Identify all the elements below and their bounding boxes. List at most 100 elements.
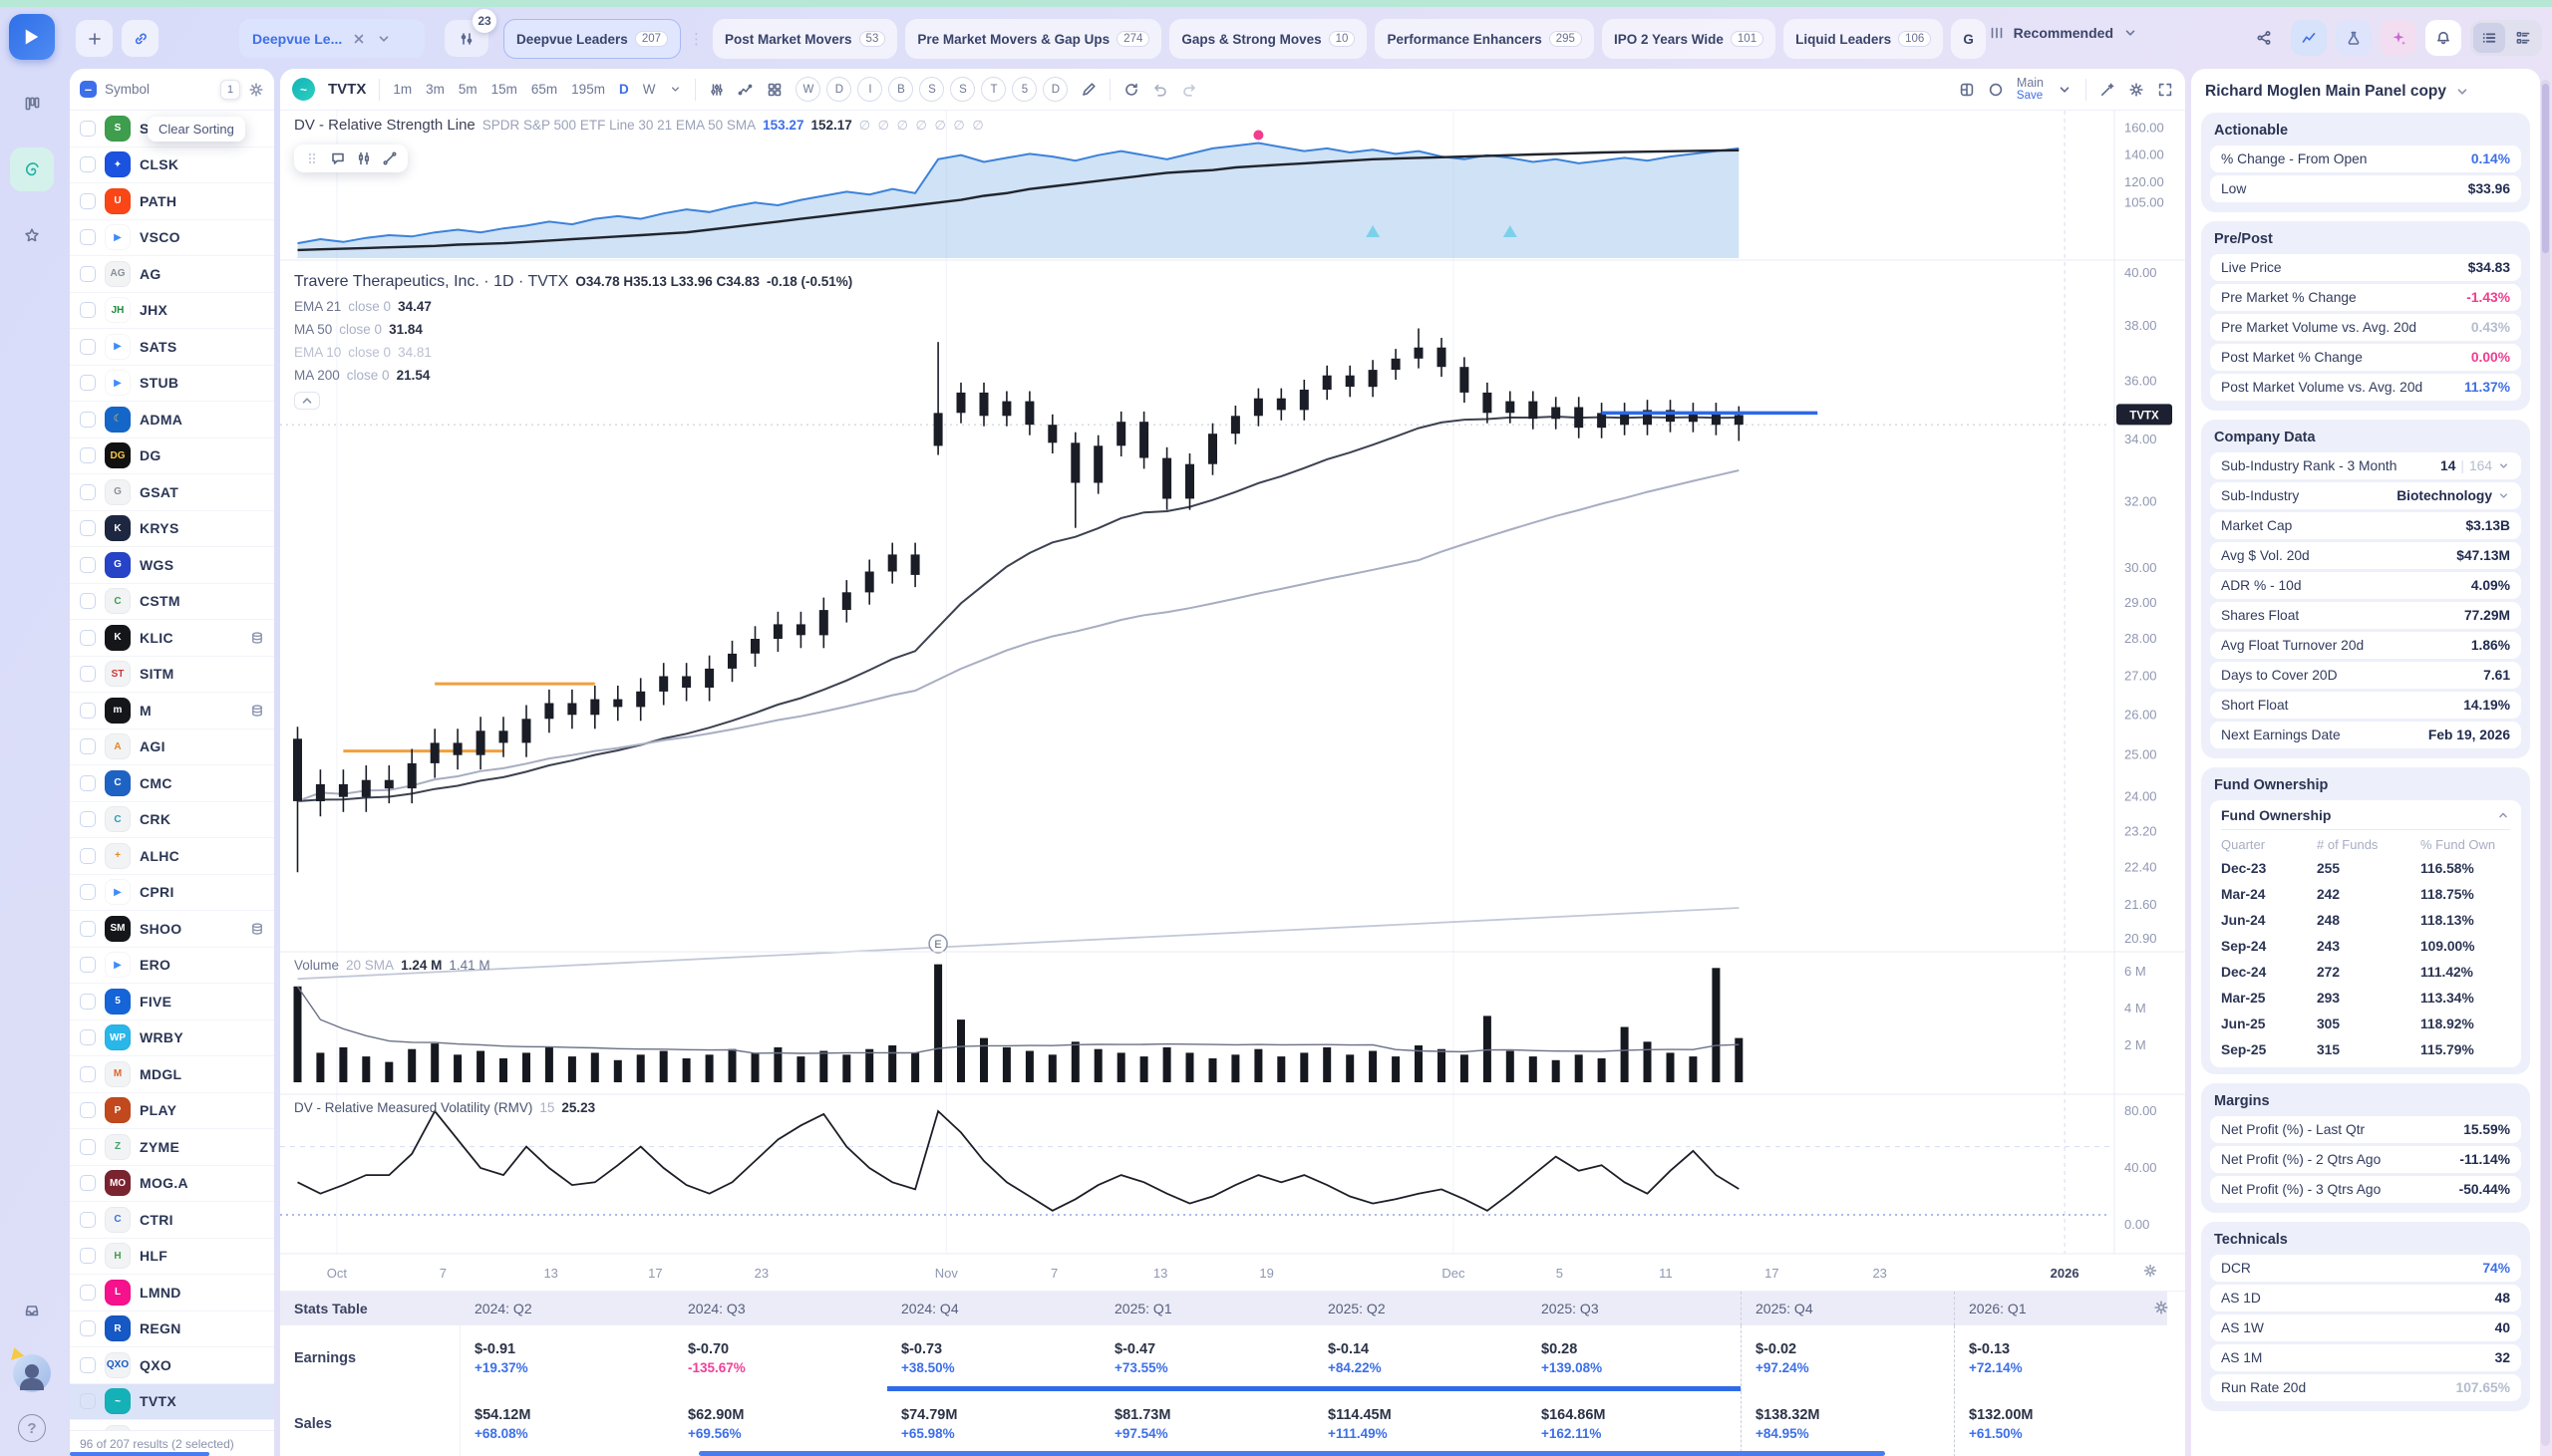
ai-button[interactable] bbox=[2381, 20, 2416, 56]
symbol-row[interactable]: AG AG bbox=[70, 256, 274, 293]
symbol-checkbox[interactable] bbox=[80, 774, 96, 791]
symbol-checkbox[interactable] bbox=[80, 302, 96, 319]
symbol-row[interactable]: H HLF bbox=[70, 1239, 274, 1275]
symbol-row[interactable]: C CTRI bbox=[70, 1202, 274, 1239]
panel-data-row[interactable]: Pre Market % Change -1.43% bbox=[2210, 284, 2521, 311]
panel-data-row[interactable]: Post Market % Change 0.00% bbox=[2210, 344, 2521, 371]
undo-icon[interactable] bbox=[1152, 82, 1168, 98]
symbol-checkbox[interactable] bbox=[80, 229, 96, 246]
workspace-tab[interactable]: Deepvue Le... bbox=[239, 19, 425, 58]
symbol-checkbox[interactable] bbox=[80, 847, 96, 864]
chevron-down-icon[interactable] bbox=[376, 31, 392, 47]
chip-drag-handle[interactable]: ⋮ bbox=[689, 31, 705, 48]
symbol-checkbox[interactable] bbox=[80, 1065, 96, 1082]
timeframe-button[interactable]: 195m bbox=[571, 82, 605, 97]
active-ticker[interactable]: TVTX bbox=[328, 81, 367, 98]
panel-data-row[interactable]: Post Market Volume vs. Avg. 20d 11.37% bbox=[2210, 374, 2521, 401]
select-all-checkbox[interactable]: – bbox=[80, 81, 97, 98]
symbol-checkbox[interactable] bbox=[80, 520, 96, 537]
stats-cell[interactable]: $-0.73 +38.50% bbox=[887, 1325, 1101, 1391]
symbol-row[interactable]: ▶ ERO bbox=[70, 948, 274, 984]
symbol-row[interactable]: ✦ CLSK bbox=[70, 147, 274, 183]
symbol-row[interactable]: JH JHX bbox=[70, 293, 274, 329]
symbol-row[interactable]: WP WRBY bbox=[70, 1020, 274, 1056]
rail-item-favorites[interactable] bbox=[10, 213, 54, 257]
panel-data-row[interactable]: Net Profit (%) - 2 Qtrs Ago -11.14% bbox=[2210, 1146, 2521, 1173]
data-panel-header[interactable]: Richard Moglen Main Panel copy bbox=[2201, 79, 2530, 113]
symbol-checkbox[interactable] bbox=[80, 1138, 96, 1155]
symbol-checkbox[interactable] bbox=[80, 1284, 96, 1301]
stats-cell[interactable]: $164.86M +162.11% bbox=[1527, 1391, 1741, 1456]
quick-button-i[interactable]: I bbox=[857, 77, 883, 102]
stats-cell[interactable]: $54.12M +68.08% bbox=[461, 1391, 674, 1456]
help-button[interactable]: ? bbox=[18, 1414, 46, 1442]
symbol-checkbox[interactable] bbox=[80, 265, 96, 282]
indicator-row[interactable]: EMA 21 close 0 34.47 bbox=[294, 299, 852, 314]
quick-button-d[interactable]: D bbox=[826, 77, 852, 102]
trendline-tool-icon[interactable] bbox=[382, 150, 398, 166]
symbol-row[interactable]: M MDGL bbox=[70, 1056, 274, 1093]
symbol-row[interactable]: ▶ CPRI bbox=[70, 875, 274, 911]
symbol-row[interactable]: C CRK bbox=[70, 802, 274, 838]
chevron-down-icon[interactable] bbox=[2497, 489, 2510, 502]
rail-item-inbox[interactable] bbox=[10, 1289, 54, 1332]
stats-cell[interactable]: $-0.91 +19.37% bbox=[461, 1325, 674, 1391]
indicator-row[interactable]: MA 200 close 0 21.54 bbox=[294, 368, 852, 383]
watchlist-chip[interactable]: Deepvue Leaders 207 bbox=[503, 19, 681, 59]
symbol-checkbox[interactable] bbox=[80, 993, 96, 1010]
symbol-checkbox[interactable] bbox=[80, 375, 96, 392]
stats-cell[interactable]: $74.79M +65.98% bbox=[887, 1391, 1101, 1456]
symbol-row[interactable]: A AGI bbox=[70, 729, 274, 765]
symbol-checkbox[interactable] bbox=[80, 1393, 96, 1410]
symbol-checkbox[interactable] bbox=[80, 556, 96, 573]
candlestick-tool-icon[interactable] bbox=[356, 150, 372, 166]
watchlist-chip[interactable]: Gaps & Strong Moves 10 bbox=[1169, 19, 1368, 59]
watchlist-chip[interactable]: G bbox=[1951, 19, 1986, 59]
symbol-checkbox[interactable] bbox=[80, 811, 96, 828]
symbol-checkbox[interactable] bbox=[80, 884, 96, 901]
panel-data-row[interactable]: Short Float 14.19% bbox=[2210, 692, 2521, 719]
stats-cell[interactable]: $138.32M +84.95% bbox=[1741, 1391, 1954, 1456]
view-selector[interactable]: Recommended bbox=[1989, 25, 2138, 41]
alerts-button[interactable] bbox=[2425, 20, 2461, 56]
quick-button-w[interactable]: W bbox=[796, 77, 821, 102]
quick-button-t[interactable]: T bbox=[981, 77, 1007, 102]
rail-item-screener[interactable] bbox=[10, 147, 54, 191]
symbol-checkbox[interactable] bbox=[80, 666, 96, 683]
fullscreen-icon[interactable] bbox=[2157, 82, 2173, 98]
rmv-header[interactable]: DV - Relative Measured Volatility (RMV) … bbox=[294, 1100, 595, 1115]
panel-data-row[interactable]: ADR % - 10d 4.09% bbox=[2210, 572, 2521, 599]
symbol-checkbox[interactable] bbox=[80, 411, 96, 428]
link-button[interactable] bbox=[122, 20, 159, 57]
symbol-checkbox[interactable] bbox=[80, 1320, 96, 1337]
layout-save-control[interactable]: Main Save bbox=[2017, 76, 2044, 102]
symbol-checkbox[interactable] bbox=[80, 1029, 96, 1046]
symbol-row[interactable]: C CMC bbox=[70, 765, 274, 802]
symbol-row[interactable]: U PATH bbox=[70, 183, 274, 220]
timeframe-button[interactable]: 3m bbox=[426, 82, 445, 97]
stats-cell[interactable]: $114.45M +111.49% bbox=[1314, 1391, 1527, 1456]
symbol-row[interactable]: ~ TVTX bbox=[70, 1383, 274, 1420]
symbol-checkbox[interactable] bbox=[80, 593, 96, 610]
watchlist-chip[interactable]: Liquid Leaders 106 bbox=[1783, 19, 1944, 59]
panel-data-row[interactable]: Market Cap $3.13B bbox=[2210, 512, 2521, 539]
symbol-row[interactable]: QXO QXO bbox=[70, 1347, 274, 1384]
panel-data-row[interactable]: Live Price $34.83 bbox=[2210, 254, 2521, 281]
quick-button-s[interactable]: S bbox=[950, 77, 976, 102]
watchlist-chip[interactable]: Pre Market Movers & Gap Ups 274 bbox=[905, 19, 1162, 59]
stats-cell[interactable]: $62.90M +69.56% bbox=[674, 1391, 887, 1456]
deepvue-logo[interactable] bbox=[9, 14, 55, 60]
symbol-row[interactable]: 5 FIVE bbox=[70, 984, 274, 1020]
price-chart-svg[interactable]: E 160.00 140.00 120.00 105.00 40.00 38.00 36.00… bbox=[280, 111, 2185, 1291]
watchlist-chip[interactable]: Post Market Movers 53 bbox=[713, 19, 898, 59]
drag-handle-icon[interactable] bbox=[304, 150, 320, 166]
stats-cell[interactable]: $-0.13 +72.14% bbox=[1954, 1325, 2167, 1391]
comment-bubble-icon[interactable] bbox=[330, 150, 346, 166]
symbol-row[interactable]: P PLAY bbox=[70, 1093, 274, 1129]
symbol-checkbox[interactable] bbox=[80, 1175, 96, 1192]
symbol-row[interactable]: ▶ SATS bbox=[70, 329, 274, 366]
symbol-checkbox[interactable] bbox=[80, 192, 96, 209]
chevron-down-icon[interactable] bbox=[2497, 459, 2510, 472]
